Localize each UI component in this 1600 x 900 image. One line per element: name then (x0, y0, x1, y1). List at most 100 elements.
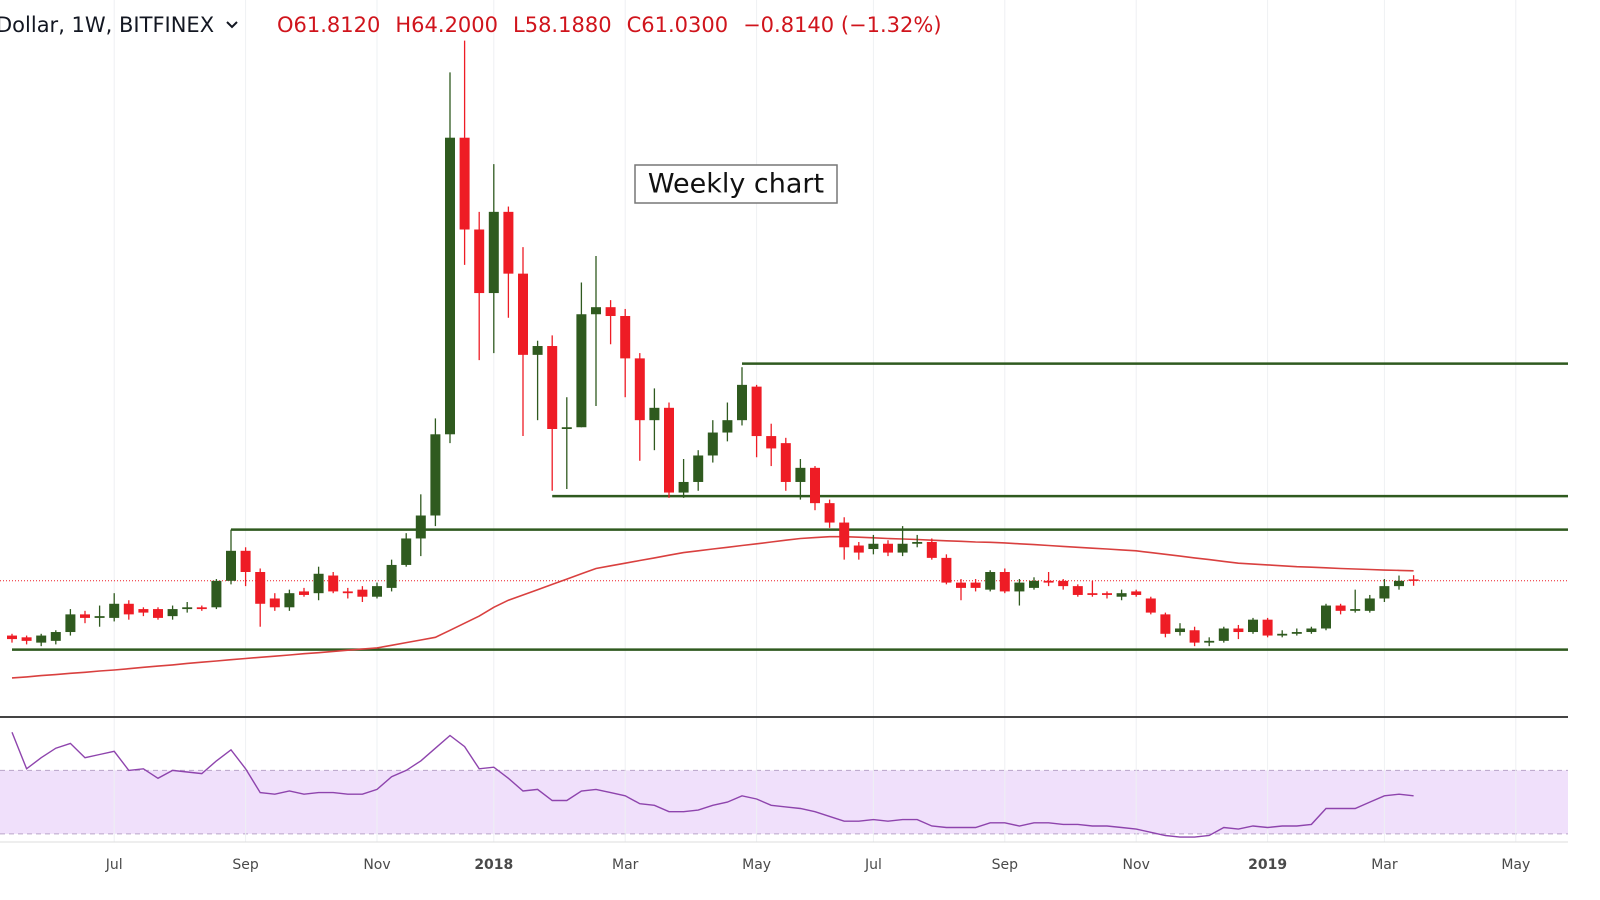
candle-body (1058, 580, 1069, 587)
candle-body (1189, 630, 1200, 643)
candle-body (123, 603, 134, 615)
candle-body (532, 346, 543, 355)
candle-body (459, 137, 470, 230)
candle-body (1160, 614, 1171, 634)
quote-value: O61.8120 (277, 13, 380, 37)
candle-body (196, 607, 207, 610)
annotation: Weekly chart (648, 169, 824, 200)
candle-body (430, 434, 441, 516)
x-tick-label: May (742, 857, 771, 873)
candle-body (1175, 628, 1185, 633)
candle-body (328, 575, 339, 592)
candle-body (415, 515, 426, 539)
candle-body (678, 481, 689, 493)
candle-body (94, 616, 105, 618)
candle-body (1218, 628, 1229, 641)
candle-body (167, 609, 178, 617)
symbol[interactable]: Dollar, 1W, BITFINEX (0, 13, 214, 37)
x-tick-label: Jul (105, 857, 123, 873)
candle-body (1277, 633, 1288, 636)
candle-body (576, 314, 587, 428)
x-tick-label: Nov (1123, 857, 1150, 873)
candle-body (1072, 586, 1083, 595)
candle-body (153, 609, 163, 618)
candle-body (182, 607, 193, 610)
candle-body (605, 307, 616, 317)
quote-value: L58.1880 (513, 13, 612, 37)
candle-body (868, 543, 879, 550)
candle-body (357, 589, 368, 597)
x-tick-label: Sep (232, 857, 259, 873)
candle-body (897, 543, 908, 553)
candle-body (342, 591, 353, 594)
candle-body (1306, 628, 1317, 633)
candle-body (255, 572, 266, 604)
candle-body (926, 541, 937, 558)
candle-body (912, 541, 923, 544)
candle-body (138, 609, 149, 613)
candle-body (956, 582, 966, 588)
candle-body (269, 598, 280, 608)
candle-body (1116, 593, 1127, 597)
candle-body (474, 229, 485, 294)
candle-body (109, 603, 120, 618)
candle-body (1394, 580, 1404, 587)
candle-body (1029, 580, 1039, 588)
candle-body (751, 386, 762, 437)
rsi-band (0, 770, 1568, 834)
candle-body (1379, 586, 1390, 599)
candle-body (883, 543, 893, 553)
symbol-chevron[interactable] (226, 21, 238, 29)
candle-body (445, 137, 455, 435)
candle-body (1233, 628, 1244, 633)
candle-body (810, 467, 820, 504)
candle-body (707, 432, 718, 456)
candle-body (620, 316, 631, 359)
x-tick-label: 2019 (1248, 857, 1287, 873)
candle-body (518, 273, 528, 355)
candle-body (1248, 619, 1258, 633)
candle-body (1408, 579, 1419, 581)
candle-body (999, 572, 1010, 592)
candle-body (1014, 582, 1025, 592)
candle-body (649, 407, 660, 421)
candle-body (591, 307, 601, 315)
candle-body (386, 564, 397, 588)
candle-body (80, 614, 90, 618)
candle-body (693, 455, 704, 482)
x-tick-label: 2018 (474, 857, 513, 873)
candle-body (1102, 593, 1112, 595)
candle-body (1131, 591, 1142, 595)
candle-body (313, 573, 324, 594)
candle-body (1087, 593, 1098, 595)
candle-body (824, 503, 835, 523)
candle-body (1043, 580, 1054, 583)
candle-body (1350, 609, 1361, 611)
candle-body (372, 586, 382, 597)
candle-body (36, 635, 47, 643)
candle-body (970, 582, 981, 588)
x-tick-label: Sep (992, 857, 1019, 873)
quote-value: −0.8140 (−1.32%) (743, 13, 941, 37)
candle-body (1321, 605, 1331, 629)
candle-body (722, 420, 733, 433)
candle-body (21, 637, 32, 641)
candle-body (50, 632, 61, 641)
candle-body (1335, 605, 1346, 611)
candle-body (780, 443, 791, 482)
candle-body (795, 467, 806, 482)
candle-body (7, 635, 17, 640)
x-tick-label: Mar (1371, 857, 1398, 873)
candle-body (853, 545, 864, 553)
x-tick-label: Nov (363, 857, 390, 873)
candle-body (488, 211, 499, 294)
candle-body (1364, 598, 1375, 611)
candle-body (503, 211, 514, 274)
x-tick-label: Jul (864, 857, 882, 873)
candle-body (737, 384, 747, 421)
rsi-line (11, 732, 1414, 838)
candle-body (226, 550, 236, 581)
annotation-box (634, 164, 838, 204)
